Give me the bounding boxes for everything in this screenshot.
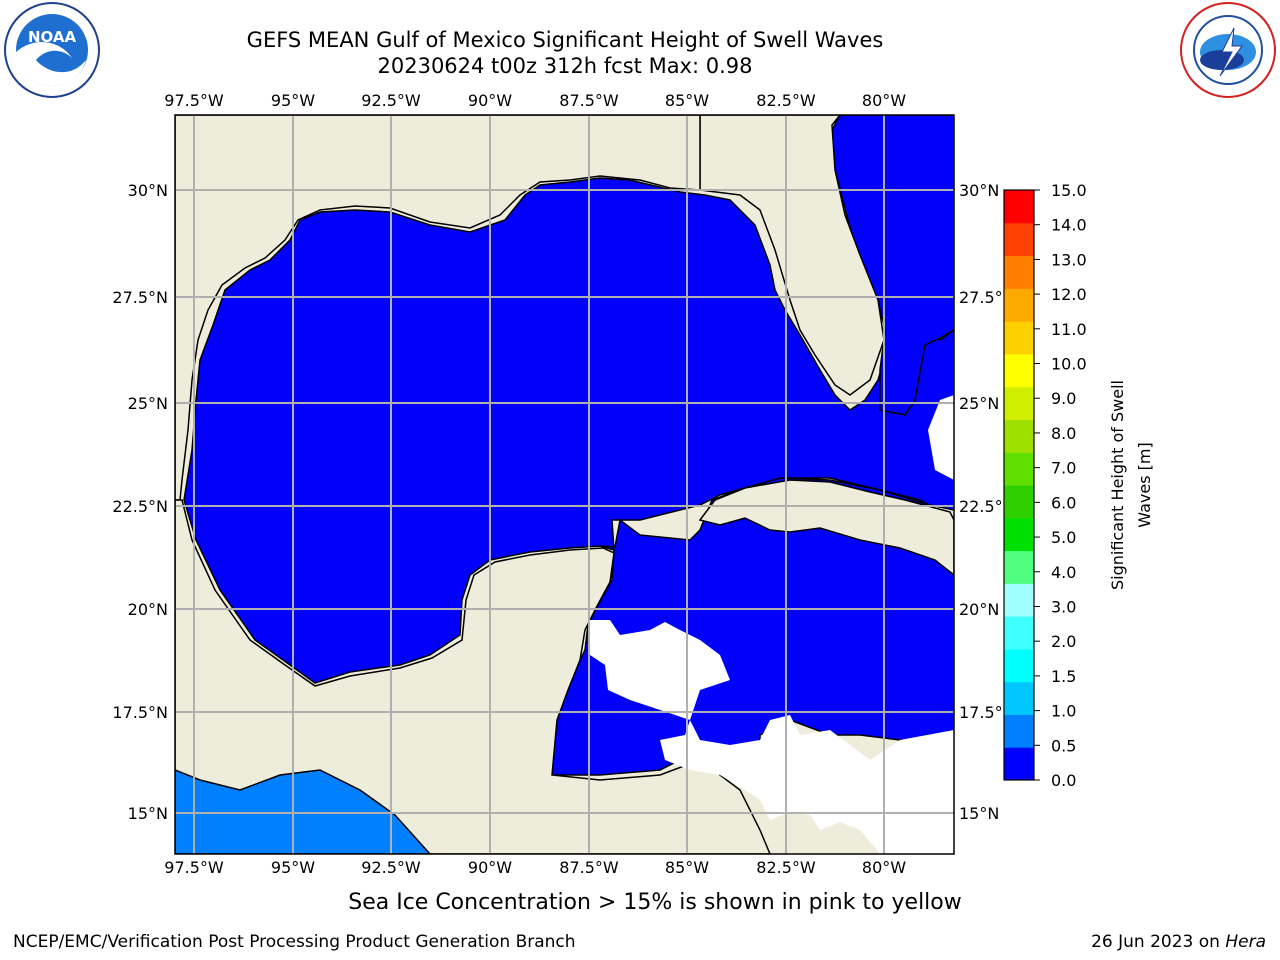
colorbar-segment: [1004, 222, 1034, 257]
lat-label: 20°N: [128, 600, 168, 619]
colorbar-segment: [1004, 255, 1034, 289]
footer-machine: Hera: [1225, 932, 1266, 952]
colorbar-label-line2: Waves [m]: [1135, 442, 1154, 527]
lon-label: 82.5°W: [756, 858, 816, 877]
colorbar-segment: [1004, 452, 1034, 486]
nws-logo: [1180, 2, 1276, 98]
lon-label: 80°W: [862, 858, 906, 877]
colorbar-label-line1: Significant Height of Swell: [1108, 380, 1127, 590]
colorbar-segment: [1004, 714, 1034, 748]
lat-label: 30°N: [959, 181, 999, 200]
lon-label: 87.5°W: [559, 91, 619, 110]
lat-label: 25°N: [128, 394, 168, 413]
lon-labels-bottom: 97.5°W 95°W 92.5°W 90°W 87.5°W 85°W 82.5…: [164, 858, 906, 877]
footer-date-text: 26 Jun 2023 on: [1091, 932, 1226, 952]
colorbar-tick-label: 0.5: [1051, 736, 1076, 755]
lon-label: 92.5°W: [361, 858, 421, 877]
colorbar-tick-label: 5.0: [1051, 528, 1076, 547]
colorbar-tick-label: 2.0: [1051, 632, 1076, 651]
footer-branch: NCEP/EMC/Verification Post Processing Pr…: [13, 932, 576, 952]
colorbar-tick-label: 9.0: [1051, 389, 1076, 408]
missing-data-region-2: [928, 395, 954, 480]
lat-label: 27.5°N: [959, 288, 1015, 307]
map-panel: [175, 115, 954, 854]
colorbar-segment: [1004, 681, 1034, 715]
lat-label: 22.5°N: [959, 497, 1015, 516]
noaa-logo: NOAA: [4, 2, 100, 98]
colorbar-segment: [1004, 353, 1034, 388]
colorbar-frame: [1003, 189, 1035, 781]
colorbar-segment: [1004, 386, 1034, 420]
colorbar-tick-label: 12.0: [1051, 285, 1087, 304]
lat-label: 17.5°N: [112, 703, 168, 722]
missing-data-region: [590, 620, 954, 854]
footer-date: 26 Jun 2023 on Hera: [1091, 932, 1266, 952]
colorbar-segment: [1004, 583, 1034, 617]
lon-label: 82.5°W: [756, 91, 816, 110]
chart-subtitle: 20230624 t00z 312h fcst Max: 0.98: [377, 54, 753, 78]
lon-label: 97.5°W: [164, 91, 224, 110]
cuba-island: [698, 479, 954, 576]
colorbar-tick-label: 13.0: [1051, 250, 1087, 269]
colorbar-segment: [1004, 190, 1034, 224]
colorbar-tick-label: 6.0: [1051, 493, 1076, 512]
lon-label: 80°W: [862, 91, 906, 110]
map-graticule: [175, 115, 954, 854]
lon-label: 95°W: [271, 858, 315, 877]
colorbar-tick-label: 8.0: [1051, 424, 1076, 443]
colorbar-segment: [1004, 485, 1034, 519]
lon-label: 90°W: [468, 91, 512, 110]
colorbar-segment: [1004, 517, 1034, 552]
colorbar-segment: [1004, 616, 1034, 650]
colorbar: 0.0 0.5 1.0 1.5 2.0 3.0 4.0 5.0 6.0 7.0 8.0 9.0 10.0…: [1003, 181, 1087, 790]
lat-label: 25°N: [959, 394, 999, 413]
colorbar-segment: [1004, 550, 1034, 584]
lat-label: 15°N: [959, 804, 999, 823]
colorbar-segment: [1004, 648, 1034, 683]
colorbar-tick-label: 4.0: [1051, 563, 1076, 582]
colorbar-segment: [1004, 419, 1034, 453]
colorbar-tick-label: 15.0: [1051, 181, 1087, 200]
colorbar-tick-label: 0.0: [1051, 771, 1076, 790]
lat-label: 27.5°N: [112, 288, 168, 307]
lon-label: 85°W: [665, 858, 709, 877]
colorbar-segment: [1004, 321, 1034, 355]
colorbar-tick-label: 1.5: [1051, 667, 1076, 686]
lat-label: 22.5°N: [112, 497, 168, 516]
lon-label: 87.5°W: [559, 858, 619, 877]
gulf-ocean-region: [183, 177, 954, 776]
lat-labels-right: 30°N 27.5°N 25°N 22.5°N 20°N 17.5°N 15°N: [959, 181, 1015, 823]
chart-title: GEFS MEAN Gulf of Mexico Significant Hei…: [246, 28, 884, 52]
lat-label: 20°N: [959, 600, 999, 619]
colorbar-tick-label: 14.0: [1051, 216, 1087, 235]
lat-label: 15°N: [128, 804, 168, 823]
colorbar-tick-label: 7.0: [1051, 459, 1076, 478]
lon-label: 90°W: [468, 858, 512, 877]
colorbar-tick-label: 11.0: [1051, 320, 1087, 339]
florida-peninsula: [699, 115, 885, 396]
map-frame: [174, 114, 955, 855]
lon-label: 95°W: [271, 91, 315, 110]
lon-label: 97.5°W: [164, 858, 224, 877]
lon-labels-top: 97.5°W 95°W 92.5°W 90°W 87.5°W 85°W 82.5…: [164, 91, 906, 110]
lat-label: 17.5°N: [959, 703, 1015, 722]
colorbar-segment: [1004, 288, 1034, 322]
colorbar-tick-label: 1.0: [1051, 702, 1076, 721]
sea-ice-note: Sea Ice Concentration > 15% is shown in …: [348, 890, 962, 915]
colorbar-tick-label: 3.0: [1051, 597, 1076, 616]
lat-label: 30°N: [128, 181, 168, 200]
noaa-logo-text: NOAA: [28, 28, 77, 46]
lon-label: 92.5°W: [361, 91, 421, 110]
lat-labels-left: 30°N 27.5°N 25°N 22.5°N 20°N 17.5°N 15°N: [112, 181, 168, 823]
colorbar-segment: [1004, 747, 1034, 781]
lon-label: 85°W: [665, 91, 709, 110]
colorbar-tick-label: 10.0: [1051, 355, 1087, 374]
gulf-north-coast: [175, 115, 701, 501]
